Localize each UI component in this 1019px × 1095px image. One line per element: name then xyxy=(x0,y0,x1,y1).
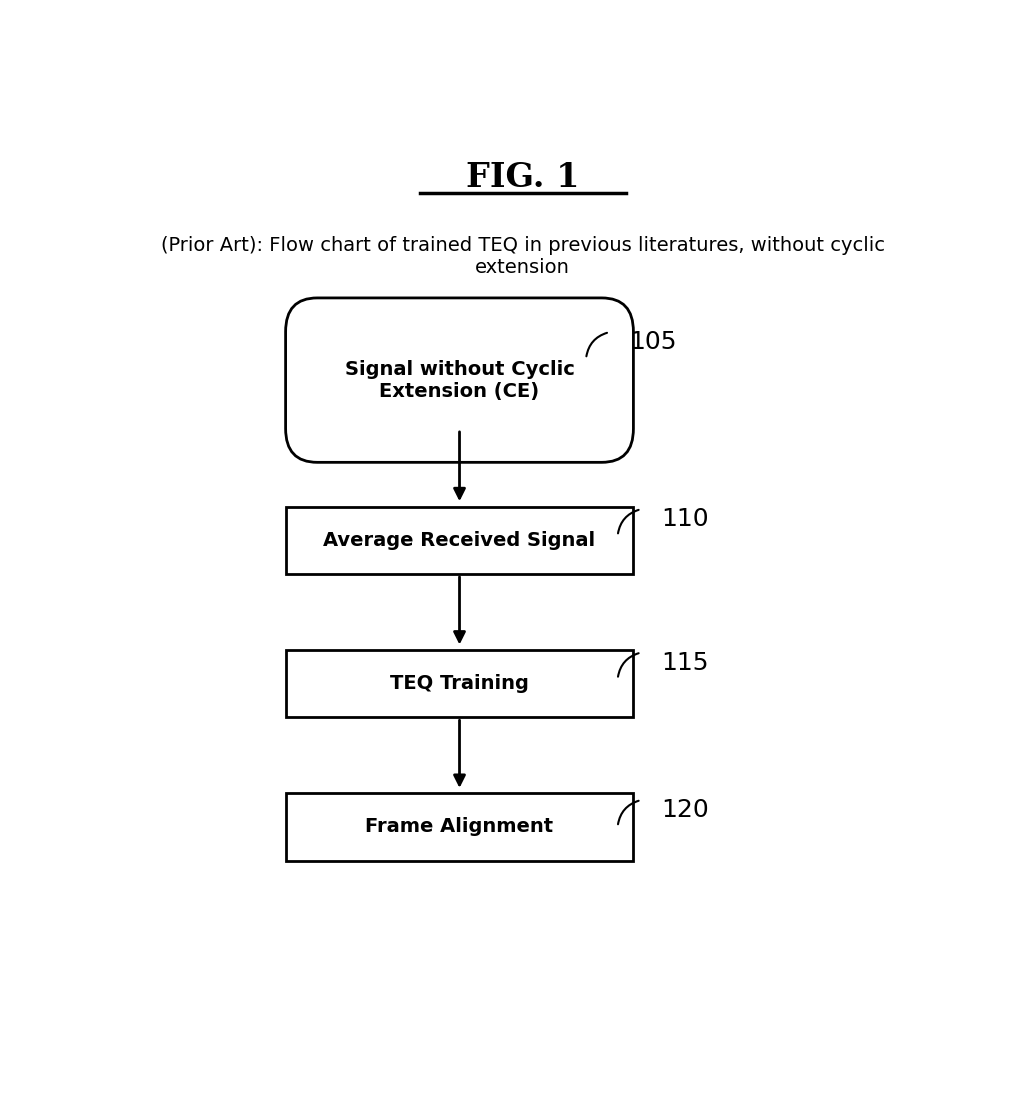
FancyBboxPatch shape xyxy=(285,507,633,574)
Text: Average Received Signal: Average Received Signal xyxy=(323,531,595,550)
Text: 120: 120 xyxy=(660,798,708,822)
Text: 110: 110 xyxy=(660,507,708,531)
FancyBboxPatch shape xyxy=(285,650,633,717)
Text: FIG. 1: FIG. 1 xyxy=(466,161,579,194)
Text: extension: extension xyxy=(475,258,570,277)
Text: 105: 105 xyxy=(629,331,677,354)
Text: Signal without Cyclic
Extension (CE): Signal without Cyclic Extension (CE) xyxy=(344,359,574,401)
Text: 115: 115 xyxy=(660,650,708,675)
Text: TEQ Training: TEQ Training xyxy=(389,675,529,693)
Text: Frame Alignment: Frame Alignment xyxy=(365,818,553,837)
FancyBboxPatch shape xyxy=(285,298,633,462)
FancyBboxPatch shape xyxy=(285,793,633,861)
Text: (Prior Art): Flow chart of trained TEQ in previous literatures, without cyclic: (Prior Art): Flow chart of trained TEQ i… xyxy=(161,235,883,255)
